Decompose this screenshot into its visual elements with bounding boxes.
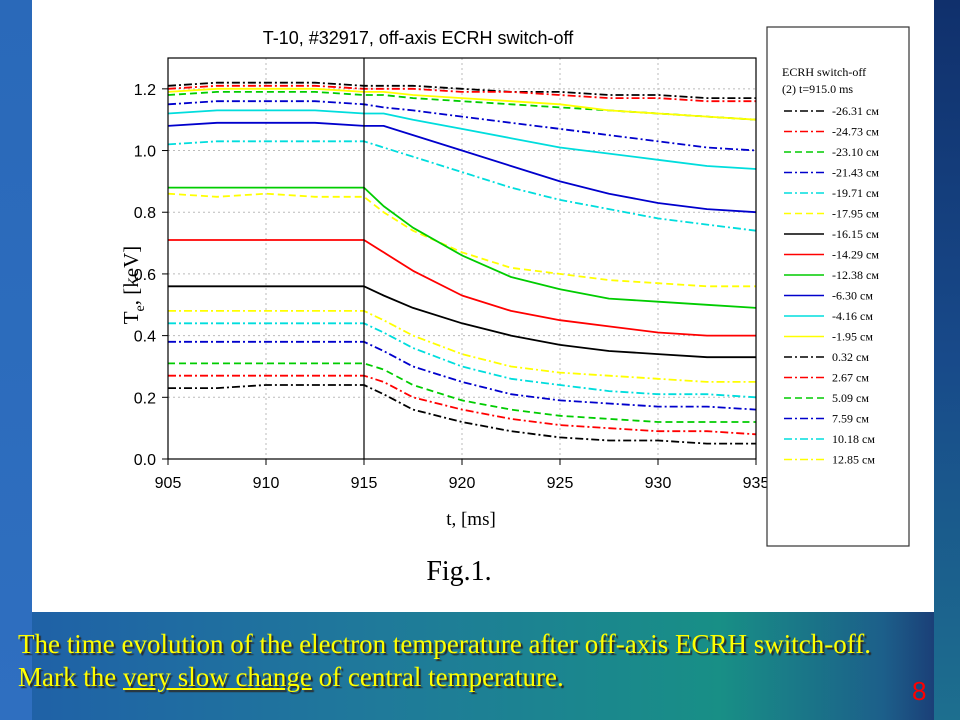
x-tick-label: 915 — [351, 475, 378, 492]
caption-text-part2: of central temperature. — [311, 662, 564, 692]
series-line-18 — [168, 309, 756, 383]
series-line-6 — [167, 192, 756, 288]
slide-background-left — [0, 0, 32, 720]
y-axis-label-subscript: e — [133, 305, 148, 311]
figure-panel: 905 910 915 920 925 930 935 0.0 0.2 0.4 0.6 0.8 1.0 1… — [32, 0, 934, 612]
series-line-11 — [167, 109, 757, 170]
x-tick-label: 925 — [547, 475, 574, 492]
series-line-2 — [167, 84, 756, 103]
y-tick-label: 0.8 — [134, 205, 156, 222]
y-axis-label-main: T — [119, 311, 143, 324]
slide-background-right — [934, 0, 960, 720]
legend-label-1: -26.31 см — [832, 104, 879, 118]
series-line-15 — [168, 362, 756, 423]
slide-caption: The time evolution of the electron tempe… — [18, 628, 918, 694]
legend-label-12: -1.95 см — [832, 330, 873, 344]
y-axis-label: Te, [keV] — [119, 246, 148, 325]
series-line-3 — [167, 91, 757, 121]
chart-title: T-10, #32917, off-axis ECRH switch-off — [263, 28, 574, 48]
series-line-13 — [168, 384, 756, 445]
legend-label-9: -12.38 см — [832, 268, 879, 282]
legend-label-13: 0.32 см — [832, 350, 869, 364]
series-line-4 — [167, 100, 757, 152]
slide-number: 8 — [912, 676, 927, 706]
series-line-14 — [168, 374, 757, 436]
series-line-9 — [168, 186, 757, 309]
axis-ticks: 905 910 915 920 925 930 935 0.0 0.2 0.4 0.6 0.8 1.0 1… — [134, 82, 770, 492]
legend-label-11: -4.16 см — [832, 309, 873, 323]
y-axis-label-suffix: , [keV] — [119, 246, 143, 305]
caption-text-part1: The time evolution of the electron tempe… — [18, 629, 871, 692]
y-tick-label: 1.0 — [134, 144, 156, 161]
legend-subtitle: (2) t=915.0 ms — [782, 82, 853, 96]
series-line-17 — [168, 322, 757, 399]
x-tick-label: 935 — [743, 475, 770, 492]
figure-caption: Fig.1. — [426, 556, 491, 587]
y-tick-label: 0.4 — [134, 329, 156, 346]
legend-label-5: -19.71 см — [832, 186, 879, 200]
y-tick-label: 0.0 — [134, 452, 156, 469]
line-chart: 905 910 915 920 925 930 935 0.0 0.2 0.4 0.6 0.8 1.0 1… — [119, 26, 910, 587]
x-axis-label: t, [ms] — [446, 509, 496, 530]
series-line-5 — [167, 140, 757, 232]
y-tick-label: 0.2 — [134, 390, 156, 407]
x-tick-label: 920 — [449, 475, 476, 492]
y-tick-label: 1.2 — [134, 82, 156, 99]
x-tick-label: 930 — [645, 475, 672, 492]
legend-label-16: 7.59 см — [832, 412, 869, 426]
caption-underlined-text: very slow change — [122, 662, 312, 692]
legend-label-17: 10.18 см — [832, 432, 875, 446]
y-tick-label: 0.6 — [134, 267, 156, 284]
legend-label-15: 5.09 см — [832, 391, 869, 405]
legend-label-10: -6.30 см — [832, 289, 873, 303]
legend-label-14: 2.67 см — [832, 371, 869, 385]
legend-label-18: 12.85 см — [832, 453, 875, 467]
series-line-7 — [168, 285, 756, 359]
series-line-1 — [167, 81, 756, 99]
x-tick-label: 905 — [155, 475, 182, 492]
legend-label-2: -24.73 см — [832, 125, 879, 139]
legend-title: ECRH switch-off — [782, 65, 866, 79]
legend-label-6: -17.95 см — [832, 207, 879, 221]
legend-entries: -26.31 см -24.73 см -23.10 см -21.43 см -19.… — [784, 104, 879, 467]
series-line-16 — [168, 340, 757, 411]
x-tick-label: 910 — [253, 475, 280, 492]
legend-label-8: -14.29 см — [832, 248, 879, 262]
series-line-10 — [167, 121, 757, 214]
grid-lines — [168, 58, 756, 459]
legend-label-4: -21.43 см — [832, 166, 879, 180]
series-group — [167, 81, 757, 445]
series-line-12 — [167, 87, 757, 121]
series-line-8 — [168, 239, 756, 337]
legend-label-7: -16.15 см — [832, 227, 879, 241]
legend-label-3: -23.10 см — [832, 145, 879, 159]
